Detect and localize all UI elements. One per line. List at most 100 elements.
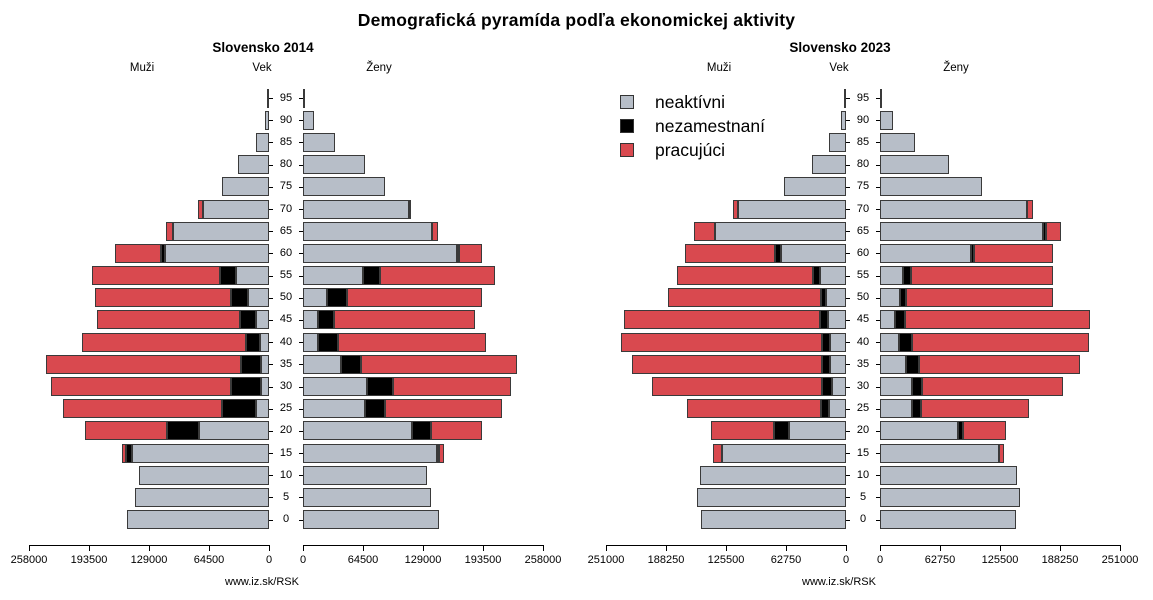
age-label: 95 bbox=[279, 91, 293, 104]
bar-segment-neaktivni bbox=[830, 354, 846, 374]
bar-segment-neaktivni bbox=[701, 510, 846, 530]
bar-segment-neaktivni bbox=[303, 110, 314, 130]
age-tick-left bbox=[846, 231, 850, 233]
bar-segment-neaktivni bbox=[880, 399, 912, 419]
women-bar bbox=[303, 510, 543, 530]
bar-segment-neaktivni bbox=[198, 421, 269, 441]
age-cell: 20 bbox=[269, 420, 303, 442]
women-axis-tick-label: 64500 bbox=[347, 554, 379, 566]
men-bar bbox=[606, 243, 846, 263]
women-axis-tick bbox=[483, 545, 484, 551]
age-cell: 20 bbox=[846, 420, 880, 442]
age-tick-left bbox=[846, 253, 850, 255]
age-label: 15 bbox=[279, 446, 293, 459]
age-tick-left bbox=[269, 253, 273, 255]
bar-segment-neaktivni bbox=[781, 243, 846, 263]
men-axis-tick bbox=[209, 545, 210, 551]
men-bar bbox=[29, 332, 269, 352]
age-tick-left bbox=[846, 497, 850, 499]
men-axis-tick-label: 62750 bbox=[770, 554, 802, 566]
women-bar bbox=[303, 443, 543, 463]
age-cell: 30 bbox=[846, 375, 880, 397]
age-cell: 45 bbox=[846, 309, 880, 331]
bar-segment-pracujuci bbox=[361, 354, 518, 374]
bar-segment-neaktivni bbox=[880, 177, 983, 197]
age-tick-right bbox=[876, 120, 880, 122]
age-label: 90 bbox=[279, 113, 293, 126]
bar-segment-neaktivni bbox=[880, 199, 1027, 219]
bar-segment-neaktivni bbox=[830, 332, 846, 352]
bar-segment-nezamestnani bbox=[898, 332, 912, 352]
bar-segment-nezamestnani bbox=[327, 288, 347, 308]
bar-segment-neaktivni bbox=[880, 288, 900, 308]
men-bar bbox=[29, 310, 269, 330]
age-tick-right bbox=[299, 364, 303, 366]
pyramid-row-age-45: 45 bbox=[606, 309, 1120, 331]
age-label: 75 bbox=[279, 180, 293, 193]
men-bar bbox=[606, 88, 846, 108]
pyramid-row-age-15: 15 bbox=[606, 442, 1120, 464]
pyramid-row-age-65: 65 bbox=[606, 220, 1120, 242]
bar-segment-nezamestnani bbox=[457, 243, 460, 263]
bar-segment-nezamestnani bbox=[775, 243, 782, 263]
age-tick-right bbox=[299, 453, 303, 455]
age-label: 30 bbox=[856, 380, 870, 393]
pyramid-row-age-10: 10 bbox=[606, 464, 1120, 486]
age-cell: 50 bbox=[846, 287, 880, 309]
age-tick-right bbox=[876, 364, 880, 366]
women-bar bbox=[303, 243, 543, 263]
age-header: Vek bbox=[252, 62, 272, 74]
bar-segment-neaktivni bbox=[880, 377, 913, 397]
bar-segment-neaktivni bbox=[303, 421, 413, 441]
age-tick-left bbox=[846, 142, 850, 144]
bar-segment-neaktivni bbox=[880, 88, 882, 108]
age-cell: 40 bbox=[269, 331, 303, 353]
bar-segment-pracujuci bbox=[439, 443, 445, 463]
age-cell: 50 bbox=[269, 287, 303, 309]
men-axis-tick bbox=[786, 545, 787, 551]
bar-segment-neaktivni bbox=[880, 332, 899, 352]
bar-segment-neaktivni bbox=[267, 88, 269, 108]
age-cell: 70 bbox=[846, 198, 880, 220]
age-label: 80 bbox=[279, 158, 293, 171]
age-tick-left bbox=[846, 386, 850, 388]
age-label: 55 bbox=[279, 269, 293, 282]
men-bar bbox=[29, 155, 269, 175]
pyramid-row-age-30: 30 bbox=[29, 375, 543, 397]
age-cell: 85 bbox=[846, 131, 880, 153]
age-cell: 95 bbox=[846, 87, 880, 109]
women-bar bbox=[880, 443, 1120, 463]
pyramid-row-age-25: 25 bbox=[29, 398, 543, 420]
bar-segment-nezamestnani bbox=[367, 377, 393, 397]
pyramid-row-age-60: 60 bbox=[606, 242, 1120, 264]
age-label: 35 bbox=[279, 357, 293, 370]
bar-segment-neaktivni bbox=[840, 110, 846, 130]
bar-segment-nezamestnani bbox=[821, 332, 831, 352]
men-axis-tick-label: 129000 bbox=[130, 554, 168, 566]
bar-segment-pracujuci bbox=[974, 243, 1054, 263]
x-axis: 251000 188250 125500 62750 0 0 62750 125500 1882… bbox=[577, 545, 1153, 579]
pyramid-row-age-50: 50 bbox=[29, 287, 543, 309]
age-tick-left bbox=[846, 364, 850, 366]
women-bar bbox=[303, 399, 543, 419]
bar-segment-pracujuci bbox=[918, 354, 1080, 374]
age-tick-left bbox=[846, 319, 850, 321]
bar-segment-neaktivni bbox=[303, 332, 319, 352]
age-tick-left bbox=[269, 120, 273, 122]
men-bar bbox=[606, 487, 846, 507]
women-axis-tick-label: 0 bbox=[299, 554, 307, 566]
bar-segment-neaktivni bbox=[827, 310, 846, 330]
men-bar bbox=[29, 510, 269, 530]
bar-segment-neaktivni bbox=[303, 221, 433, 241]
women-axis-tick bbox=[940, 545, 941, 551]
age-label: 15 bbox=[856, 446, 870, 459]
pyramid-row-age-65: 65 bbox=[29, 220, 543, 242]
pyramid-row-age-90: 90 bbox=[606, 109, 1120, 131]
age-tick-left bbox=[269, 408, 273, 410]
age-label: 75 bbox=[856, 180, 870, 193]
bar-segment-neaktivni bbox=[880, 510, 1016, 530]
age-tick-right bbox=[299, 386, 303, 388]
pyramid-rows: 95 90 85 80 75 70 65 60 55 50 45 40 35 30 25 20 15 10 5 0 bbox=[606, 87, 1120, 531]
bar-segment-neaktivni bbox=[880, 221, 1043, 241]
age-cell: 0 bbox=[269, 509, 303, 531]
